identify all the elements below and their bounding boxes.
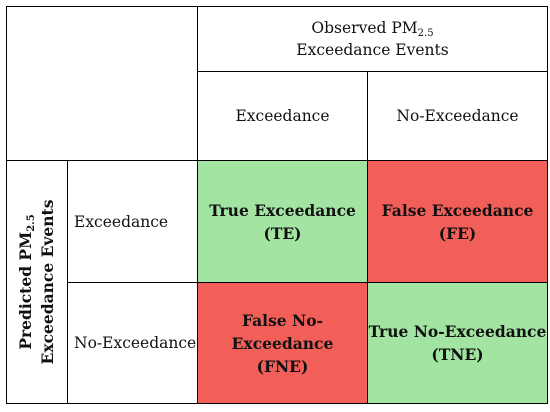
false-no-exceedance-cell: False No-Exceedance (FNE) bbox=[197, 282, 368, 404]
column-header-exceedance: Exceedance bbox=[197, 71, 368, 161]
empty-corner-cell bbox=[6, 6, 198, 161]
column-header-no-exceedance: No-Exceedance bbox=[367, 71, 548, 161]
te-title: True Exceedance bbox=[209, 200, 356, 220]
observed-header-line2: Exceedance Events bbox=[296, 41, 449, 59]
fne-title: False No-Exceedance bbox=[231, 310, 334, 353]
te-abbr: (TE) bbox=[263, 223, 302, 243]
fne-abbr: (FNE) bbox=[256, 356, 309, 376]
observed-header-cell: Observed PM2.5 Exceedance Events bbox=[197, 6, 548, 72]
predicted-header-cell: Predicted PM2.5 Exceedance Events bbox=[6, 160, 68, 404]
fe-abbr: (FE) bbox=[438, 223, 477, 243]
predicted-header-text: Predicted PM2.5 Exceedance Events bbox=[16, 199, 57, 365]
observed-header-line1: Observed PM2.5 bbox=[311, 19, 434, 39]
tne-abbr: (TNE) bbox=[431, 345, 484, 364]
false-exceedance-cell: False Exceedance (FE) bbox=[367, 160, 548, 283]
true-no-exceedance-cell: True No-Exceedance (TNE) bbox=[367, 282, 548, 404]
row-header-exceedance: Exceedance bbox=[67, 160, 198, 283]
row-header-no-exceedance: No-Exceedance bbox=[67, 282, 198, 404]
fe-title: False Exceedance bbox=[381, 200, 534, 220]
tne-title: True No-Exceedance bbox=[368, 322, 547, 341]
true-exceedance-cell: True Exceedance (TE) bbox=[197, 160, 368, 283]
